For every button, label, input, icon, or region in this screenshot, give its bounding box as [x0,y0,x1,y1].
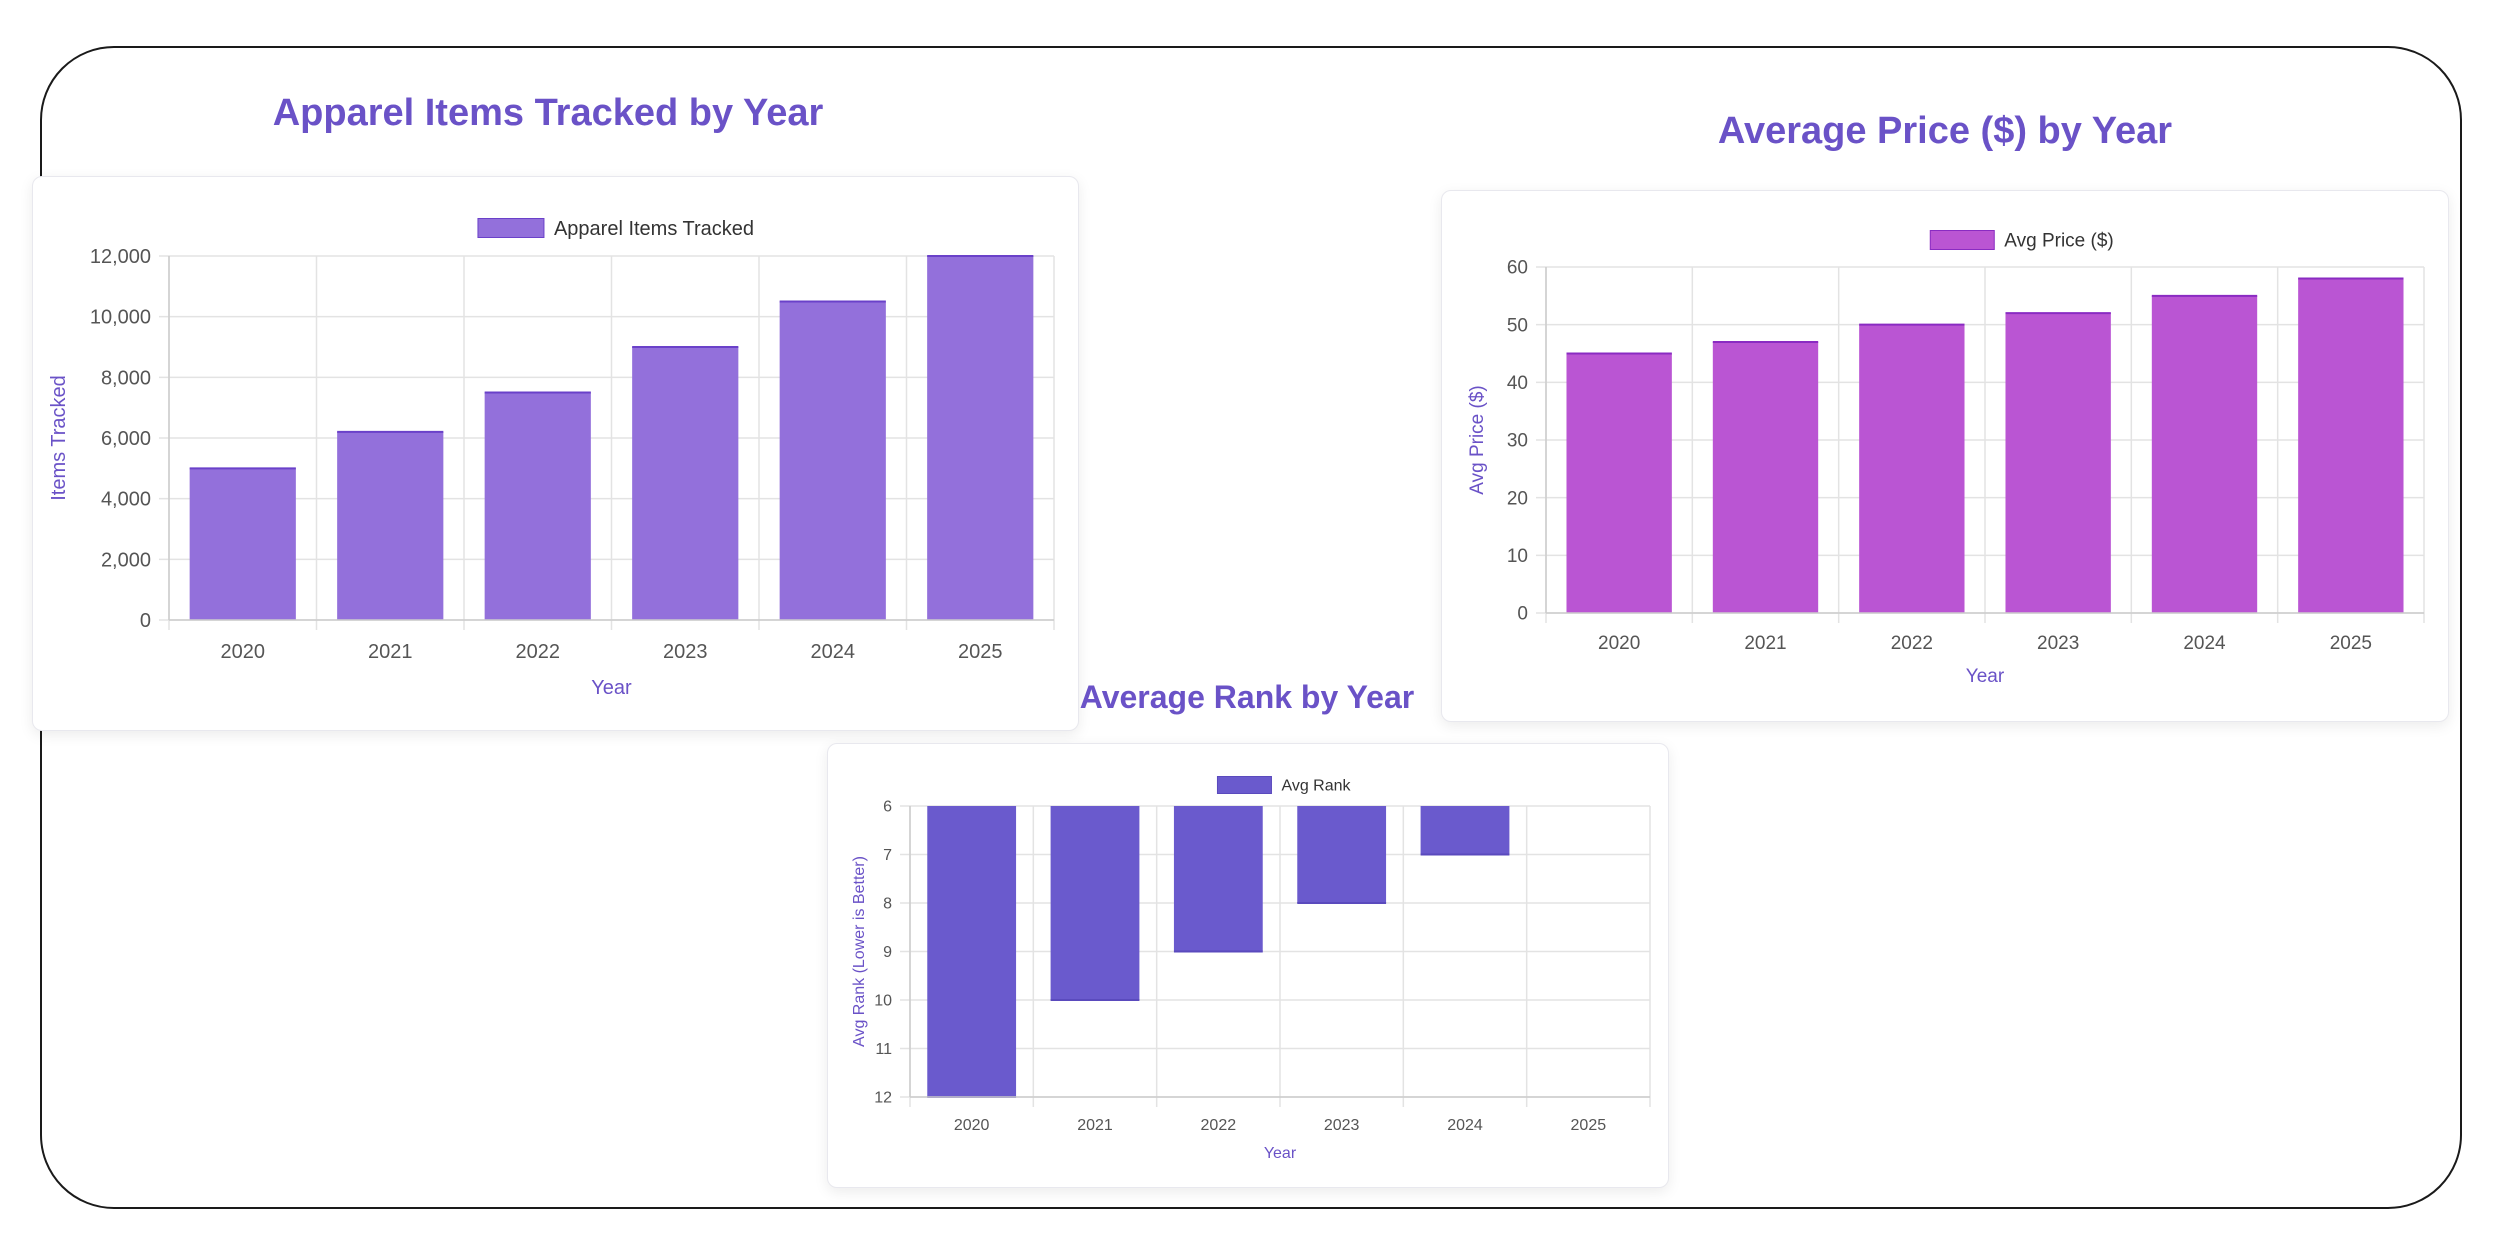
items-y-tick-label: 0 [140,610,151,632]
items-y-tick-label: 10,000 [90,307,151,329]
price-bar-2021 [1712,341,1819,613]
items-y-axis-title: Items Tracked [48,375,70,501]
items-x-axis-title: Year [591,677,632,699]
rank-bar-2022 [1173,806,1263,952]
rank-chart: 6 7 8 9 10 11 12 2020 2021 2022 2023 2024 2025 Year Av… [851,776,1651,1162]
items-y-tick-label: 2,000 [101,549,151,571]
rank-bar-2021 [1050,806,1140,1000]
rank-y-tick-label: 8 [883,896,892,913]
price-x-tick-label: 2020 [1598,633,1640,654]
items-bar-2021 [337,431,444,620]
items-x-tick-label: 2022 [516,641,561,663]
items-x-tick-label: 2021 [368,641,413,663]
rank-y-axis-title: Avg Rank (Lower is Better) [851,856,868,1047]
rank-y-tick-label: 11 [875,1041,892,1058]
price-y-tick-label: 10 [1507,546,1528,567]
price-bar-2023 [2005,313,2111,613]
rank-bar-2020 [927,806,1017,1097]
price-y-tick-label: 30 [1507,431,1528,452]
price-chart-title: Average Price ($) by Year [1717,110,2173,152]
rank-bar-2024 [1420,806,1510,855]
price-bar-2020 [1566,353,1672,613]
price-y-tick-label: 20 [1507,488,1528,509]
price-y-tick-label: 50 [1507,315,1528,336]
items-x-tick-label: 2023 [663,641,708,663]
items-y-tick-label: 6,000 [101,428,151,450]
price-y-tick-label: 40 [1507,373,1528,394]
price-y-tick-label: 60 [1507,258,1528,279]
price-bar-2025 [2298,278,2404,613]
price-x-tick-label: 2022 [1891,633,1933,654]
rank-chart-card: 6 7 8 9 10 11 12 2020 2021 2022 2023 2024 2025 Year Av… [827,743,1669,1188]
rank-y-tick-label: 12 [874,1090,892,1107]
items-x-tick-label: 2025 [958,641,1003,663]
price-chart-card: 0 10 20 30 40 50 60 2020 2021 2022 2023 2024 2025 Yea… [1441,190,2449,722]
rank-y-tick-label: 10 [874,993,892,1010]
rank-legend-swatch [1216,776,1272,794]
rank-x-tick-label: 2025 [1571,1117,1607,1134]
items-chart-title: Apparel Items Tracked by Year [272,92,824,134]
items-bar-2020 [189,468,296,620]
price-chart: 0 10 20 30 40 50 60 2020 2021 2022 2023 2024 2025 Yea… [1467,230,2425,687]
price-legend-label: Avg Price ($) [2004,231,2113,252]
items-chart: 0 2,000 4,000 6,000 8,000 10,000 12,000 2020 202… [48,218,1055,699]
price-bar-2024 [2151,295,2258,613]
items-x-tick-label: 2024 [811,641,856,663]
items-y-tick-label: 12,000 [90,246,151,268]
rank-y-tick-label: 7 [883,847,892,864]
rank-x-tick-label: 2024 [1447,1117,1483,1134]
items-bar-2025 [927,256,1034,620]
price-legend-swatch [1929,230,1995,250]
rank-y-tick-label: 9 [883,944,892,961]
price-x-axis-title: Year [1966,666,2005,687]
items-chart-card: 0 2,000 4,000 6,000 8,000 10,000 12,000 2020 202… [32,176,1079,731]
items-bar-2024 [779,301,886,620]
rank-legend-label: Avg Rank [1281,778,1351,795]
items-legend-label: Apparel Items Tracked [554,218,754,240]
price-y-axis-title: Avg Price ($) [1467,385,1488,494]
price-x-tick-label: 2025 [2330,633,2372,654]
rank-x-tick-label: 2021 [1077,1117,1113,1134]
price-y-tick-label: 0 [1517,604,1528,625]
items-x-tick-label: 2020 [221,641,266,663]
items-y-tick-label: 8,000 [101,367,151,389]
price-x-tick-label: 2024 [2183,633,2226,654]
items-bar-2023 [632,347,739,620]
rank-x-tick-label: 2022 [1201,1117,1237,1134]
price-x-tick-label: 2021 [1744,633,1786,654]
items-legend-swatch [477,218,545,238]
items-y-tick-label: 4,000 [101,489,151,511]
rank-x-axis-title: Year [1264,1145,1297,1162]
rank-x-tick-label: 2023 [1324,1117,1360,1134]
price-x-tick-label: 2023 [2037,633,2079,654]
rank-y-tick-label: 6 [883,799,892,816]
rank-x-tick-label: 2020 [954,1117,990,1134]
price-bar-2022 [1859,324,1965,613]
rank-bar-2023 [1297,806,1387,903]
items-bar-2022 [484,392,591,620]
rank-chart-title: Average Rank by Year [1079,679,1415,715]
